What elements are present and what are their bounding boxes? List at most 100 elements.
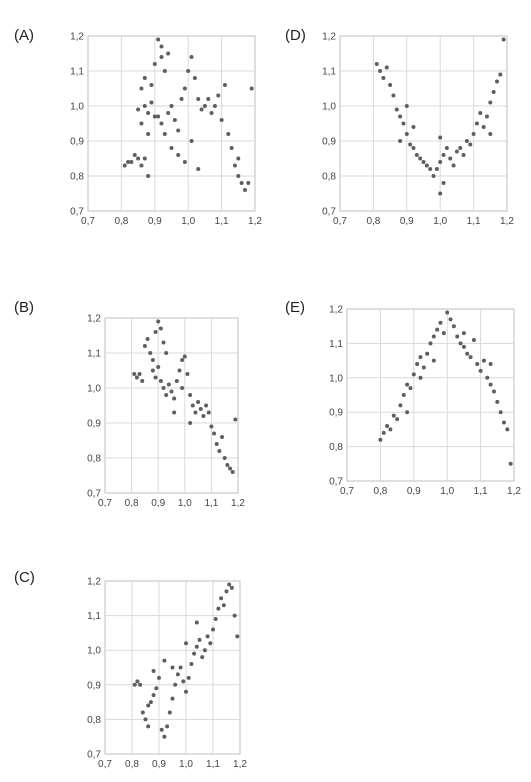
x-tick-label: 0,7: [81, 216, 95, 227]
x-tick-label: 0,9: [407, 486, 421, 497]
data-point: [435, 328, 439, 332]
data-point: [378, 438, 382, 442]
data-point: [458, 146, 462, 150]
data-point: [149, 83, 153, 87]
data-point: [485, 115, 489, 119]
data-point: [462, 331, 466, 335]
data-point: [412, 372, 416, 376]
data-point: [398, 115, 402, 119]
data-point: [472, 338, 476, 342]
data-point: [465, 139, 469, 143]
data-point: [211, 627, 215, 631]
data-point: [133, 153, 137, 157]
data-point: [140, 379, 144, 383]
data-point: [398, 403, 402, 407]
data-point: [209, 425, 213, 429]
x-tick-label: 1,1: [467, 216, 481, 227]
data-point: [132, 372, 136, 376]
data-point: [418, 376, 422, 380]
x-tick-label: 0,8: [125, 759, 139, 770]
data-point: [188, 421, 192, 425]
data-point: [146, 704, 150, 708]
data-point: [482, 359, 486, 363]
data-point: [159, 327, 163, 331]
data-point: [148, 351, 152, 355]
y-tick-label: 1,1: [87, 611, 101, 622]
data-point: [198, 638, 202, 642]
data-point: [196, 97, 200, 101]
data-point: [173, 683, 177, 687]
data-point: [172, 411, 176, 415]
data-point: [180, 97, 184, 101]
data-point: [149, 101, 153, 105]
data-point: [133, 683, 137, 687]
data-point: [139, 87, 143, 91]
data-point: [405, 410, 409, 414]
data-point: [185, 372, 189, 376]
data-point: [442, 331, 446, 335]
scatter-panel-a: (A) 0,7 0,7 0,8 0,8 0,9 0,9 1,0 1,0 1,1 1,1 1,2 1,2: [0, 20, 265, 235]
data-point: [418, 157, 422, 161]
x-tick-label: 0,7: [340, 486, 354, 497]
data-point: [405, 132, 409, 136]
data-point: [176, 129, 180, 133]
data-point: [143, 104, 147, 108]
data-point: [204, 404, 208, 408]
data-point: [216, 94, 220, 98]
y-tick-label: 0,9: [87, 419, 101, 430]
y-tick-label: 0,9: [322, 137, 336, 148]
data-point: [168, 710, 172, 714]
data-point: [378, 69, 382, 73]
data-point: [176, 153, 180, 157]
data-point: [485, 376, 489, 380]
y-tick-label: 0,9: [329, 408, 343, 419]
data-point: [243, 188, 247, 192]
data-point: [206, 634, 210, 638]
scatter-chart: (A) 0,70,7 0,8 0,8 0,9 0,9 1,0 1,0 1,1 1,1 1,2 1,2: [0, 20, 265, 235]
scatter-chart: (D)0,70,70,80,80,90,91,01,01,11,11,21,2: [277, 20, 531, 235]
y-tick-label: 1,0: [329, 373, 343, 384]
data-point: [139, 164, 143, 168]
x-tick-label: 1,2: [507, 486, 521, 497]
data-point: [175, 379, 179, 383]
data-point: [438, 192, 442, 196]
scatter-panel-b: (B) 0,7 0,7 0,8 0,8 0,9 0,9 1,0 1,0 1,1 1,1 1,2 1,2: [0, 292, 265, 507]
data-point: [223, 456, 227, 460]
data-point: [489, 383, 493, 387]
data-point: [152, 669, 156, 673]
scatter-chart: (E) 0,70,7 0,8 0,8 0,9 0,9 1,0 1,0 1,1 1,1 1,2 1,2: [277, 292, 531, 507]
data-point: [165, 724, 169, 728]
data-point: [162, 386, 166, 390]
data-point: [186, 69, 190, 73]
data-point: [385, 66, 389, 70]
data-point: [415, 153, 419, 157]
data-point: [170, 390, 174, 394]
data-point: [382, 431, 386, 435]
x-tick-label: 1,1: [215, 216, 229, 227]
data-point: [149, 700, 153, 704]
data-point: [183, 355, 187, 359]
y-tick-label: 1,0: [87, 646, 101, 657]
data-point: [505, 427, 509, 431]
x-tick-label: 0,9: [148, 216, 162, 227]
data-point: [139, 122, 143, 126]
data-point: [432, 359, 436, 363]
y-tick-label: 1,0: [70, 102, 84, 113]
y-tick-label: 0,7: [70, 207, 84, 218]
data-point: [395, 108, 399, 112]
data-point: [415, 362, 419, 366]
data-point: [136, 157, 140, 161]
y-tick-label: 0,7: [87, 489, 101, 500]
data-point: [408, 143, 412, 147]
data-point: [184, 690, 188, 694]
data-point: [388, 427, 392, 431]
y-tick-label: 1,0: [322, 102, 336, 113]
data-point: [154, 376, 158, 380]
y-tick-label: 0,8: [87, 715, 101, 726]
y-tick-label: 1,2: [87, 314, 101, 325]
data-point: [499, 410, 503, 414]
data-point: [449, 317, 453, 321]
data-point: [223, 83, 227, 87]
data-point: [144, 717, 148, 721]
data-point: [445, 146, 449, 150]
